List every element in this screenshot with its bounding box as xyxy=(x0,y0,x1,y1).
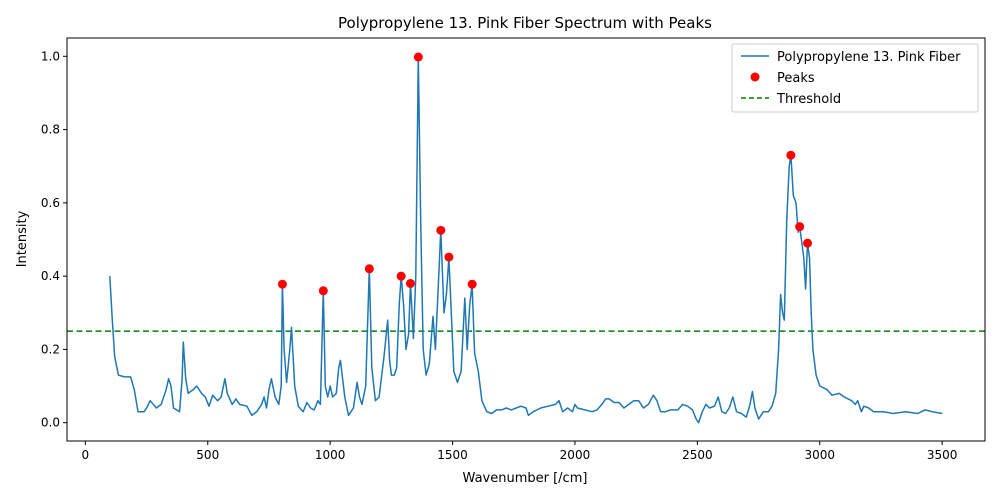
y-tick-label: 1.0 xyxy=(41,49,60,63)
legend-label-threshold: Threshold xyxy=(776,92,841,107)
x-axis-label: Wavenumber [/cm] xyxy=(463,471,588,486)
plot-frame xyxy=(66,37,986,442)
y-tick-label: 0.2 xyxy=(41,342,60,356)
y-tick-label: 0.4 xyxy=(41,269,60,283)
peak-marker-11 xyxy=(803,238,813,248)
peak-marker-5 xyxy=(413,52,423,62)
x-tick-label: 0 xyxy=(82,448,90,462)
peak-marker-8 xyxy=(467,279,477,289)
legend: Polypropylene 13. Pink Fiber Peaks Thres… xyxy=(731,43,979,113)
y-tick-label: 0.8 xyxy=(41,123,60,137)
peak-marker-3 xyxy=(396,271,406,281)
peak-marker-10 xyxy=(795,222,805,232)
peak-marker-2 xyxy=(364,264,374,274)
chart-title: Polypropylene 13. Pink Fiber Spectrum wi… xyxy=(338,14,712,32)
peak-marker-1 xyxy=(318,286,328,296)
y-tick-label: 0.0 xyxy=(41,416,60,430)
legend-marker-swatch xyxy=(750,72,760,82)
axis-ticks: 0 500 1000 1500 2000 2500 3000 3500 0.0 0.2 0.4 0.6… xyxy=(41,49,958,462)
peak-marker-0 xyxy=(277,279,287,289)
peak-marker-9 xyxy=(786,150,796,160)
x-tick-label: 2500 xyxy=(682,448,713,462)
x-tick-label: 1000 xyxy=(315,448,346,462)
peak-marker-6 xyxy=(436,225,446,235)
series-line-0 xyxy=(109,56,943,424)
x-tick-label: 2000 xyxy=(560,448,591,462)
x-tick-label: 1500 xyxy=(437,448,468,462)
legend-label-spectrum: Polypropylene 13. Pink Fiber xyxy=(777,50,961,65)
peak-marker-4 xyxy=(405,278,415,288)
y-tick-label: 0.6 xyxy=(41,196,60,210)
plot-area xyxy=(67,52,985,424)
x-tick-label: 3000 xyxy=(804,448,835,462)
x-tick-label: 3500 xyxy=(927,448,958,462)
y-axis-label: Intensity xyxy=(15,210,30,267)
legend-box xyxy=(731,43,979,113)
peak-marker-7 xyxy=(444,252,454,262)
x-tick-label: 500 xyxy=(196,448,219,462)
legend-label-peaks: Peaks xyxy=(777,71,815,86)
